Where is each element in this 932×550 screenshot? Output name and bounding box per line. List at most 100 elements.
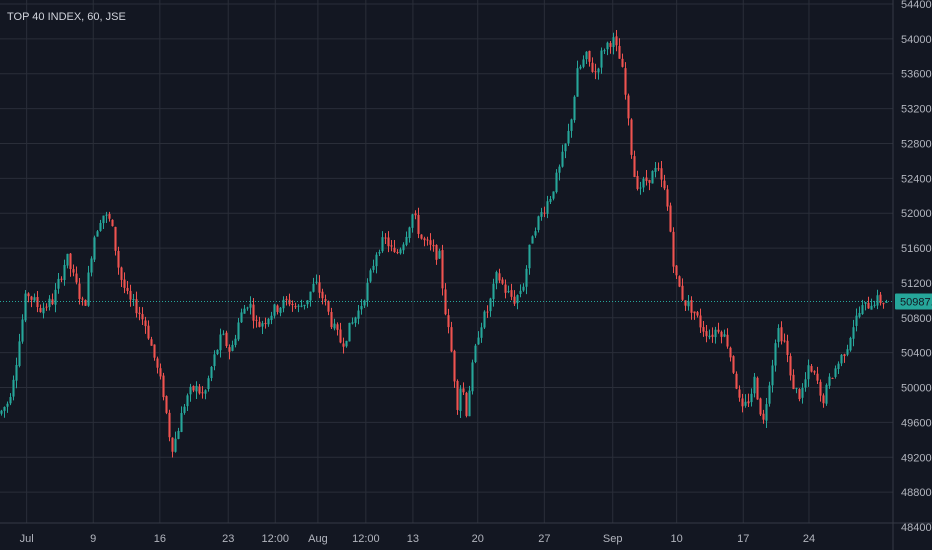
candle-body [198,386,201,394]
candle-body [546,201,549,214]
candle-body [831,377,834,379]
candle-body [810,366,813,372]
candle-body [423,238,426,241]
candle-body [48,298,51,308]
candle-body [219,334,222,351]
candle-body [822,395,825,404]
candle-body [72,269,75,273]
candle-body [579,66,582,69]
y-tick-label: 52000.00 [901,208,932,220]
candle-body [147,325,150,339]
y-tick-label: 49600.00 [901,417,932,429]
candle-body [408,227,411,239]
candle-body [78,283,81,299]
candle-body [270,315,273,321]
candle-body [531,236,534,244]
candle-body [573,96,576,121]
candle-body [882,303,885,305]
candle-body [60,278,63,280]
price-axis[interactable]: 48400.00 48800.00 49200.00 49600.00 50000.00… [901,0,932,534]
candle-body [33,297,36,301]
candle-body [282,299,285,309]
candle-body [345,340,348,347]
candle-body [555,172,558,193]
candle-body [201,392,204,394]
candle-body [51,299,54,305]
candle-body [561,151,564,167]
candle-body [468,390,471,417]
candle-body [144,320,147,327]
candle-body [210,366,213,379]
candle-body [330,311,333,328]
candle-body [123,279,126,288]
candle-body [852,327,855,339]
candle-body [375,254,378,267]
y-tick-label: 53200.00 [901,104,932,116]
candle-body [87,272,90,306]
candle-body [705,331,708,337]
x-tick-label: Jul [20,533,34,545]
candle-body [279,307,282,313]
candle-body [684,300,687,306]
candle-body [390,245,393,247]
candle-body [696,312,699,316]
candle-body [108,214,111,219]
candle-body [360,306,363,310]
candle-body [516,295,519,304]
candle-body [465,392,468,416]
candle-body [252,304,255,321]
candle-body [564,143,567,152]
candle-body [729,347,732,358]
candles [0,30,888,458]
candle-body [510,290,513,297]
candle-body [273,304,276,316]
x-tick-label: 24 [803,533,815,545]
candle-body [846,349,849,355]
candle-body [450,327,453,352]
candle-body [603,50,606,52]
candle-body [780,327,783,342]
candle-body [159,368,162,377]
candle-body [672,231,675,267]
candle-body [399,249,402,254]
time-axis[interactable]: Jul 9 16 23 12:00 Aug 12:00 13 20 27 Sep 10 17 24 [20,533,815,545]
candle-body [444,289,447,315]
candle-body [429,240,432,245]
candle-body [447,315,450,328]
candle-body [771,365,774,386]
candle-body [396,252,399,254]
candle-body [885,301,888,303]
candle-body [327,301,330,312]
candle-body [606,42,609,50]
candle-body [264,322,267,324]
candle-body [39,308,42,313]
candle-body [594,71,597,73]
candle-body [303,304,306,306]
candle-body [15,364,18,381]
candle-body [744,401,747,406]
candle-body [405,236,408,245]
candle-body [873,304,876,306]
candle-body [624,68,627,95]
candle-body [126,287,129,291]
candle-body [291,303,294,306]
candle-body [654,167,657,172]
candle-body [351,322,354,324]
last-price-badge: 50987.15 [895,293,932,310]
candle-body [42,307,45,314]
candle-body [381,237,384,252]
candle-body [708,335,711,338]
candle-body [864,302,867,304]
candle-body [630,119,633,155]
candle-body [192,386,195,391]
candle-body [225,332,228,346]
candle-body [726,334,729,347]
candle-body [438,250,441,259]
candle-body [90,258,93,273]
candle-body [372,265,375,270]
candle-body [549,198,552,202]
candle-body [645,177,648,181]
candle-body [315,281,318,283]
candle-body [75,273,78,283]
